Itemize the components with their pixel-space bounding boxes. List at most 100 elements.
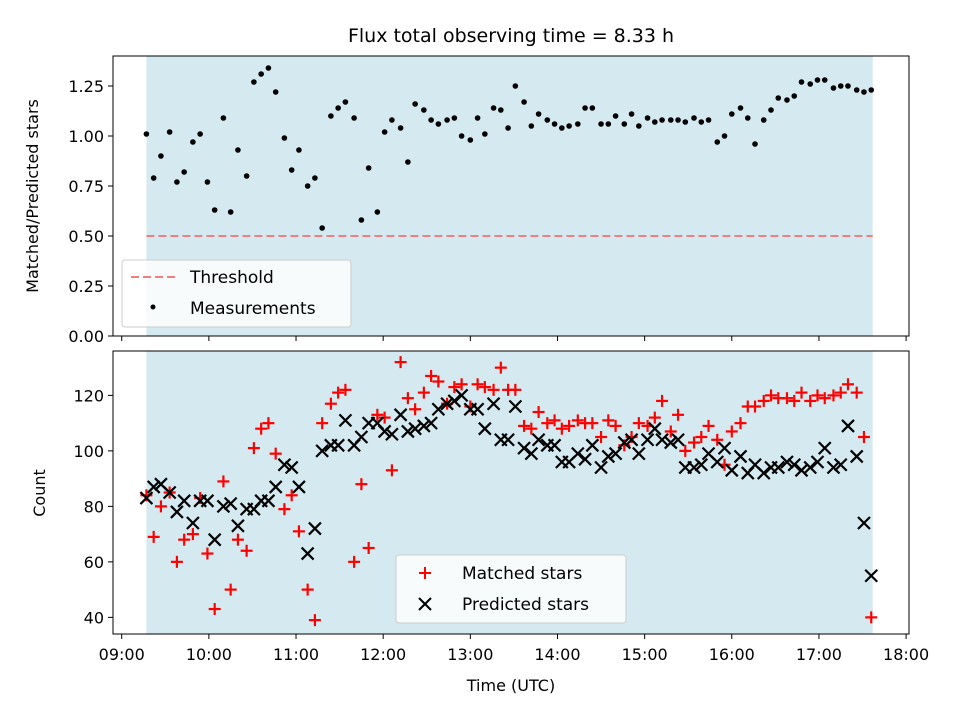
matched-star-point bbox=[688, 436, 701, 449]
measurement-point bbox=[868, 87, 875, 93]
matched-star-point bbox=[850, 386, 863, 399]
predicted-star-point bbox=[687, 460, 701, 475]
measurement-point bbox=[458, 133, 465, 139]
matched-star-point bbox=[385, 464, 398, 477]
measurement-point bbox=[328, 113, 334, 119]
count-y-axis: 40 60 80 100 120 bbox=[73, 386, 113, 627]
predicted-star-point bbox=[585, 438, 600, 453]
measurement-point bbox=[482, 131, 488, 137]
matched-star-point bbox=[378, 411, 391, 424]
measurement-point bbox=[682, 119, 689, 125]
matched-star-point bbox=[262, 417, 275, 430]
predicted-star-point bbox=[470, 402, 485, 417]
measurement-point bbox=[474, 115, 481, 121]
matched-star-point bbox=[362, 541, 375, 554]
matched-star-point bbox=[316, 417, 329, 430]
matched-star-point bbox=[308, 614, 321, 627]
predicted-star-point bbox=[648, 421, 662, 436]
predicted-star-point bbox=[524, 446, 539, 461]
predicted-star-point bbox=[664, 435, 678, 450]
matched-star-point bbox=[348, 555, 361, 568]
matched-star-point bbox=[818, 392, 831, 405]
ratio-y-label: Matched/Predicted stars bbox=[23, 99, 42, 293]
predicted-star-point bbox=[787, 457, 802, 472]
predicted-star-point bbox=[632, 446, 646, 461]
count-y-tick-label: 80 bbox=[84, 497, 104, 516]
measurement-point bbox=[389, 117, 395, 123]
measurement-point bbox=[612, 113, 619, 119]
legend-matched-swatch bbox=[419, 567, 431, 579]
matched-star-point bbox=[632, 417, 645, 430]
predicted-star-point bbox=[284, 460, 299, 475]
measurement-point bbox=[737, 105, 744, 111]
matched-star-point bbox=[292, 525, 305, 538]
measurement-point bbox=[335, 105, 341, 111]
predicted-star-point bbox=[216, 499, 231, 514]
matched-star-point bbox=[324, 397, 337, 410]
predicted-star-point bbox=[268, 480, 283, 494]
predicted-star-point bbox=[794, 463, 809, 478]
matched-star-point bbox=[417, 386, 430, 399]
predicted-star-point bbox=[601, 449, 616, 464]
measurement-point bbox=[575, 121, 581, 127]
ratio-points bbox=[143, 65, 875, 231]
measurement-point bbox=[744, 115, 751, 121]
predicted-star-point bbox=[771, 460, 786, 475]
measurement-point bbox=[265, 65, 272, 71]
measurement-point bbox=[158, 153, 164, 159]
measurement-point bbox=[288, 167, 295, 173]
predicted-star-point bbox=[385, 427, 399, 442]
count-x-tick-label: 11:00 bbox=[273, 645, 319, 664]
measurement-point bbox=[861, 89, 867, 95]
matched-star-point bbox=[432, 375, 445, 388]
predicted-star-point bbox=[300, 546, 315, 561]
measurement-point bbox=[296, 147, 302, 153]
matched-star-point bbox=[285, 489, 298, 502]
predicted-star-point bbox=[486, 396, 501, 411]
measurement-point bbox=[272, 89, 279, 95]
chart-title: Flux total observing time = 8.33 h bbox=[348, 25, 674, 47]
matched-star-point bbox=[170, 555, 183, 568]
predicted-star-point bbox=[424, 416, 438, 430]
measurement-point bbox=[397, 125, 404, 131]
predicted-star-point bbox=[146, 480, 161, 494]
count-x-tick-label: 14:00 bbox=[534, 645, 580, 664]
legend-measurements-swatch bbox=[150, 304, 156, 310]
matched-star-point bbox=[355, 478, 368, 491]
matched-points bbox=[140, 356, 878, 627]
count-plot-frame bbox=[112, 350, 910, 635]
predicted-star-point bbox=[803, 460, 818, 475]
matched-star-point bbox=[394, 356, 407, 369]
measurement-point bbox=[428, 117, 434, 123]
measurement-point bbox=[451, 115, 458, 121]
matched-star-point bbox=[656, 394, 669, 407]
measurement-point bbox=[760, 117, 767, 123]
ratio-y-tick-label: 1.25 bbox=[68, 77, 104, 96]
measurement-point bbox=[421, 107, 427, 113]
ratio-plot-frame bbox=[112, 55, 910, 337]
predicted-star-point bbox=[849, 449, 864, 464]
predicted-star-point bbox=[594, 460, 608, 475]
predicted-star-point bbox=[517, 441, 531, 455]
matched-star-point bbox=[749, 400, 762, 413]
ratio-y-axis: 0.00 0.25 0.50 0.75 1.00 1.25 bbox=[68, 77, 113, 346]
predicted-star-point bbox=[810, 455, 825, 469]
measurement-point bbox=[143, 131, 150, 137]
legend-predicted-label: Predicted stars bbox=[462, 595, 589, 615]
matched-star-point bbox=[478, 381, 491, 394]
count-y-tick-label: 40 bbox=[84, 608, 104, 627]
measurement-point bbox=[559, 125, 565, 131]
predicted-star-point bbox=[393, 408, 408, 422]
count-x-axis: 09:00 10:00 11:00 12:00 13:00 14:00 15:00 16:00… bbox=[99, 634, 929, 664]
count-x-tick-label: 12:00 bbox=[360, 645, 406, 664]
matched-star-point bbox=[563, 419, 576, 432]
predicted-star-point bbox=[338, 413, 353, 428]
ratio-panel: 0.00 0.25 0.50 0.75 1.00 1.25 Flux total obse… bbox=[23, 25, 910, 346]
matched-star-point bbox=[224, 583, 237, 596]
matched-star-point bbox=[269, 447, 282, 460]
measurement-point bbox=[821, 77, 828, 83]
measurement-point bbox=[628, 111, 635, 117]
matched-star-point bbox=[240, 544, 253, 557]
measurement-point bbox=[227, 209, 234, 215]
